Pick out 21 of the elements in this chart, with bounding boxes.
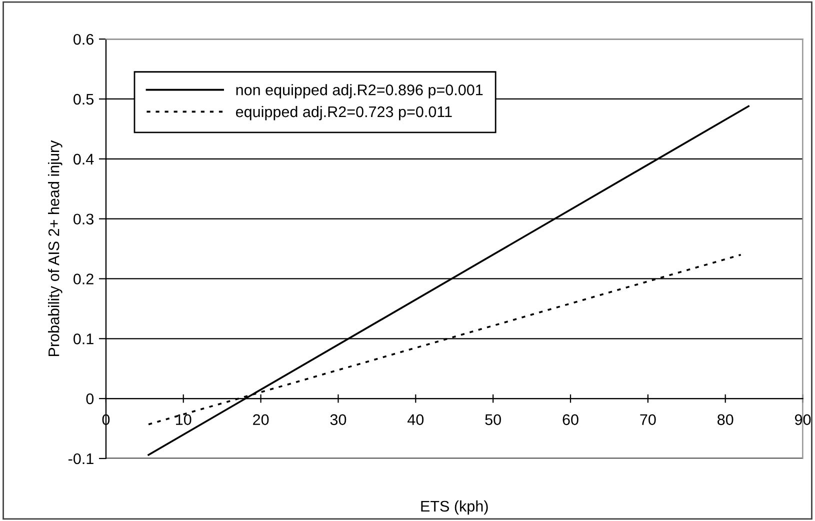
x-tick-label: 10 [176, 414, 192, 426]
y-tick-label: 0.4 [74, 154, 94, 165]
legend-label: equipped adj.R2=0.723 p=0.011 [236, 106, 452, 120]
x-tick-label: 70 [640, 414, 656, 426]
x-tick-label: 30 [330, 414, 346, 426]
x-tick-label: 90 [794, 414, 811, 426]
y-tick-label: 0.2 [74, 274, 94, 284]
x-tick-label: 50 [485, 414, 501, 426]
legend-label: non equipped adj.R2=0.896 p=0.001 [236, 84, 483, 98]
y-tick-label: 0 [86, 393, 94, 404]
y-tick-label: 0.3 [74, 214, 94, 225]
y-tick-label: 0.6 [74, 34, 94, 45]
y-tick-label: 0.1 [74, 334, 94, 344]
x-tick-label: 20 [253, 414, 269, 426]
y-tick-label: 0.5 [74, 94, 94, 105]
x-axis-title: ETS (kph) [421, 500, 488, 515]
x-tick-label: 60 [562, 414, 578, 426]
y-axis-title: Probability of AIS 2+ head injury [48, 140, 62, 356]
x-tick-label: 40 [408, 414, 424, 426]
y-tick-label: -0.1 [68, 453, 94, 464]
x-tick-label: 80 [718, 414, 734, 426]
